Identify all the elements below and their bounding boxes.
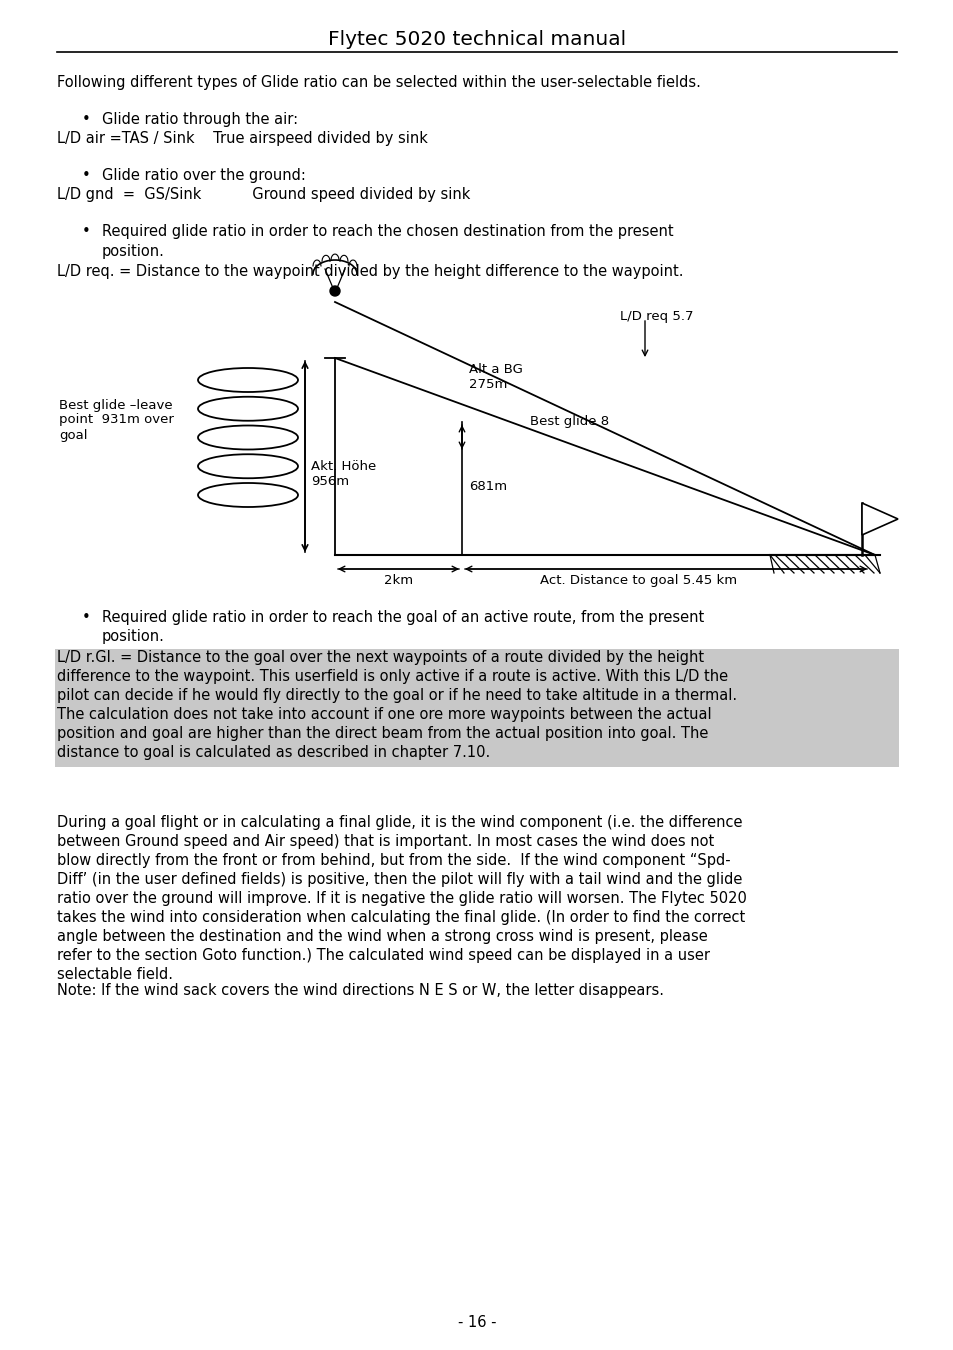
Text: difference to the waypoint. This userfield is only active if a route is active. : difference to the waypoint. This userfie… <box>57 670 727 684</box>
Text: Best glide –leave
point  931m over
goal: Best glide –leave point 931m over goal <box>59 398 173 441</box>
Ellipse shape <box>198 425 297 450</box>
Text: position and goal are higher than the direct beam from the actual position into : position and goal are higher than the di… <box>57 726 708 741</box>
Text: L/D req. = Distance to the waypoint divided by the height difference to the wayp: L/D req. = Distance to the waypoint divi… <box>57 265 682 279</box>
Ellipse shape <box>198 369 297 391</box>
Bar <box>55 649 898 767</box>
Text: The calculation does not take into account if one ore more waypoints between the: The calculation does not take into accou… <box>57 707 711 722</box>
Text: angle between the destination and the wind when a strong cross wind is present, : angle between the destination and the wi… <box>57 929 707 944</box>
Text: Glide ratio through the air:: Glide ratio through the air: <box>102 112 297 127</box>
Text: position.: position. <box>102 629 165 644</box>
Text: During a goal flight or in calculating a final glide, it is the wind component (: During a goal flight or in calculating a… <box>57 815 741 830</box>
Polygon shape <box>862 504 897 535</box>
Text: Note: If the wind sack covers the wind directions N E S or W, the letter disappe: Note: If the wind sack covers the wind d… <box>57 983 663 998</box>
Text: Best glide 8: Best glide 8 <box>530 414 608 428</box>
Text: ratio over the ground will improve. If it is negative the glide ratio will worse: ratio over the ground will improve. If i… <box>57 891 746 906</box>
Text: L/D gnd  =  GS/Sink           Ground speed divided by sink: L/D gnd = GS/Sink Ground speed divided b… <box>57 188 470 202</box>
Text: Diff’ (in the user defined fields) is positive, then the pilot will fly with a t: Diff’ (in the user defined fields) is po… <box>57 872 741 887</box>
Text: Required glide ratio in order to reach the chosen destination from the present: Required glide ratio in order to reach t… <box>102 224 673 239</box>
Text: distance to goal is calculated as described in chapter 7.10.: distance to goal is calculated as descri… <box>57 745 490 760</box>
Text: L/D r.Gl. = Distance to the goal over the next waypoints of a route divided by t: L/D r.Gl. = Distance to the goal over th… <box>57 649 703 666</box>
Text: Alt a BG
275m: Alt a BG 275m <box>469 363 522 392</box>
Text: Flytec 5020 technical manual: Flytec 5020 technical manual <box>328 30 625 49</box>
Text: refer to the section Goto function.) The calculated wind speed can be displayed : refer to the section Goto function.) The… <box>57 948 709 963</box>
Text: •: • <box>82 610 91 625</box>
Text: Act. Distance to goal 5.45 km: Act. Distance to goal 5.45 km <box>539 574 737 587</box>
Text: - 16 -: - 16 - <box>457 1315 496 1330</box>
Ellipse shape <box>198 483 297 508</box>
Circle shape <box>330 286 339 296</box>
Text: between Ground speed and Air speed) that is important. In most cases the wind do: between Ground speed and Air speed) that… <box>57 834 714 849</box>
Text: •: • <box>82 167 91 184</box>
Text: Akt. Höhe
956m: Akt. Höhe 956m <box>311 460 375 487</box>
Text: L/D req 5.7: L/D req 5.7 <box>619 310 693 323</box>
Ellipse shape <box>198 397 297 421</box>
Text: Following different types of Glide ratio can be selected within the user-selecta: Following different types of Glide ratio… <box>57 76 700 90</box>
Ellipse shape <box>198 454 297 478</box>
Text: selectable field.: selectable field. <box>57 967 172 981</box>
Text: pilot can decide if he would fly directly to the goal or if he need to take alti: pilot can decide if he would fly directl… <box>57 688 737 703</box>
Text: •: • <box>82 112 91 127</box>
Text: Glide ratio over the ground:: Glide ratio over the ground: <box>102 167 306 184</box>
Text: •: • <box>82 224 91 239</box>
Text: 2km: 2km <box>383 574 413 587</box>
Text: blow directly from the front or from behind, but from the side.  If the wind com: blow directly from the front or from beh… <box>57 853 730 868</box>
Text: position.: position. <box>102 244 165 259</box>
Text: takes the wind into consideration when calculating the final glide. (In order to: takes the wind into consideration when c… <box>57 910 744 925</box>
Text: L/D air =TAS / Sink    True airspeed divided by sink: L/D air =TAS / Sink True airspeed divide… <box>57 131 428 146</box>
Text: Required glide ratio in order to reach the goal of an active route, from the pre: Required glide ratio in order to reach t… <box>102 610 703 625</box>
Text: 681m: 681m <box>469 481 507 493</box>
